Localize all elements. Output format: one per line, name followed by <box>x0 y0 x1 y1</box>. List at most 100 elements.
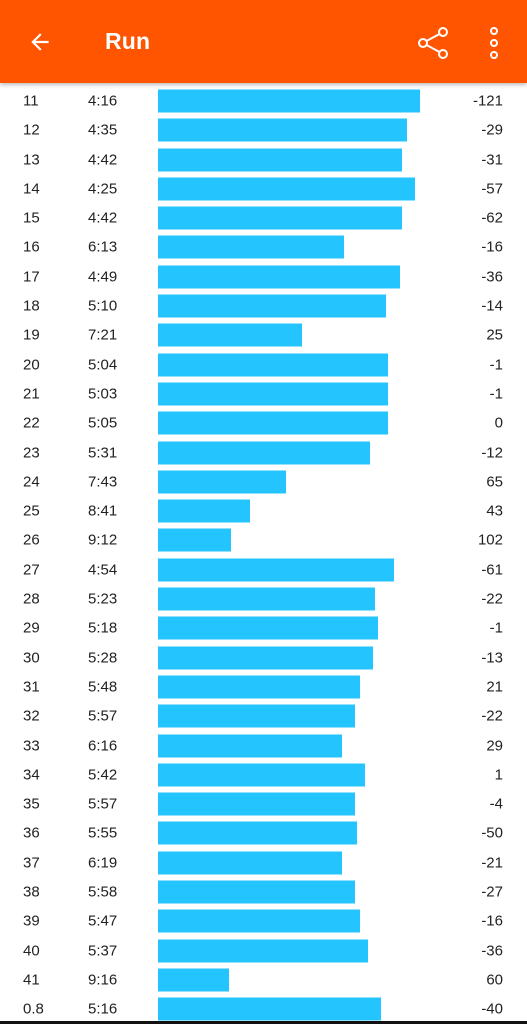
split-row: 26 9:12 102 <box>0 526 527 555</box>
split-pace: 9:16 <box>88 971 118 989</box>
split-row: 11 4:16 -121 <box>0 86 527 115</box>
arrow-left-icon <box>31 33 49 51</box>
app-bar: Run <box>0 0 527 83</box>
split-pace: 4:42 <box>88 209 118 227</box>
split-row: 24 7:43 65 <box>0 467 527 496</box>
split-elevation: -36 <box>481 942 503 960</box>
split-pace: 8:41 <box>88 502 118 520</box>
split-elevation: -61 <box>481 561 503 579</box>
split-km: 22 <box>23 414 40 432</box>
split-row: 34 5:42 1 <box>0 760 527 789</box>
split-km: 17 <box>23 268 40 286</box>
split-row: 38 5:58 -27 <box>0 877 527 906</box>
split-pace: 4:35 <box>88 121 118 139</box>
splits-list[interactable]: 11 4:16 -121 12 4:35 -29 13 4:42 -31 14 4:25 -57 15 4… <box>0 83 527 1024</box>
split-pace: 5:55 <box>88 824 118 842</box>
split-elevation: -121 <box>472 92 503 110</box>
split-km: 35 <box>23 795 40 813</box>
split-km: 20 <box>23 356 40 374</box>
split-pace-bar <box>158 323 302 347</box>
split-pace-bar <box>158 353 388 377</box>
split-elevation: -22 <box>481 707 503 725</box>
split-pace: 5:04 <box>88 356 118 374</box>
split-pace-bar <box>158 734 342 758</box>
split-km: 21 <box>23 385 40 403</box>
split-km: 33 <box>23 737 40 755</box>
split-pace-bar <box>158 880 355 904</box>
split-pace: 7:43 <box>88 473 118 491</box>
more-options-button[interactable] <box>478 22 510 64</box>
split-row: 16 6:13 -16 <box>0 233 527 262</box>
split-km: 34 <box>23 766 40 784</box>
split-pace: 5:28 <box>88 649 118 667</box>
split-km: 19 <box>23 326 40 344</box>
split-elevation: -27 <box>481 883 503 901</box>
split-elevation: 43 <box>486 502 503 520</box>
split-km: 23 <box>23 444 40 462</box>
split-km: 27 <box>23 561 40 579</box>
share-button[interactable] <box>412 22 454 64</box>
split-row: 0.8 5:16 -40 <box>0 995 527 1024</box>
split-elevation: 25 <box>486 326 503 344</box>
split-pace-bar <box>158 763 365 787</box>
split-pace-bar <box>158 909 360 933</box>
split-pace: 5:18 <box>88 619 118 637</box>
split-elevation: 65 <box>486 473 503 491</box>
split-row: 20 5:04 -1 <box>0 350 527 379</box>
split-row: 18 5:10 -14 <box>0 291 527 320</box>
split-elevation: 0 <box>494 414 503 432</box>
split-row: 39 5:47 -16 <box>0 907 527 936</box>
split-km: 28 <box>23 590 40 608</box>
split-km: 36 <box>23 824 40 842</box>
split-pace-bar <box>158 118 407 142</box>
split-pace-bar <box>158 499 250 523</box>
split-pace: 5:48 <box>88 678 118 696</box>
split-elevation: -4 <box>489 795 503 813</box>
split-elevation: -1 <box>489 356 503 374</box>
split-pace-bar <box>158 206 402 230</box>
split-km: 39 <box>23 912 40 930</box>
split-row: 35 5:57 -4 <box>0 790 527 819</box>
split-elevation: -36 <box>481 268 503 286</box>
split-row: 21 5:03 -1 <box>0 379 527 408</box>
split-km: 37 <box>23 854 40 872</box>
split-pace-bar <box>158 441 370 465</box>
split-row: 41 9:16 60 <box>0 965 527 994</box>
split-pace-bar <box>158 294 386 318</box>
split-pace: 5:37 <box>88 942 118 960</box>
split-pace: 4:42 <box>88 151 118 169</box>
split-pace: 5:05 <box>88 414 118 432</box>
split-pace-bar <box>158 821 357 845</box>
split-km: 40 <box>23 942 40 960</box>
split-row: 28 5:23 -22 <box>0 584 527 613</box>
split-row: 27 4:54 -61 <box>0 555 527 584</box>
split-pace: 5:16 <box>88 1000 118 1018</box>
split-km: 30 <box>23 649 40 667</box>
split-km: 13 <box>23 151 40 169</box>
split-km: 0.8 <box>23 1000 44 1018</box>
split-row: 32 5:57 -22 <box>0 702 527 731</box>
split-elevation: -62 <box>481 209 503 227</box>
split-row: 14 4:25 -57 <box>0 174 527 203</box>
split-elevation: 29 <box>486 737 503 755</box>
split-elevation: -31 <box>481 151 503 169</box>
split-km: 31 <box>23 678 40 696</box>
split-pace: 9:12 <box>88 531 118 549</box>
split-pace: 5:57 <box>88 707 118 725</box>
back-button[interactable] <box>22 24 58 60</box>
split-row: 29 5:18 -1 <box>0 614 527 643</box>
split-elevation: -1 <box>489 385 503 403</box>
split-pace-bar <box>158 89 420 113</box>
split-elevation: 60 <box>486 971 503 989</box>
split-pace: 5:57 <box>88 795 118 813</box>
split-pace-bar <box>158 968 229 992</box>
split-row: 37 6:19 -21 <box>0 848 527 877</box>
split-elevation: -29 <box>481 121 503 139</box>
split-km: 15 <box>23 209 40 227</box>
page-title: Run <box>105 28 151 54</box>
split-pace: 5:42 <box>88 766 118 784</box>
split-row: 30 5:28 -13 <box>0 643 527 672</box>
split-pace: 5:03 <box>88 385 118 403</box>
split-pace-bar <box>158 851 342 875</box>
split-pace-bar <box>158 939 368 963</box>
